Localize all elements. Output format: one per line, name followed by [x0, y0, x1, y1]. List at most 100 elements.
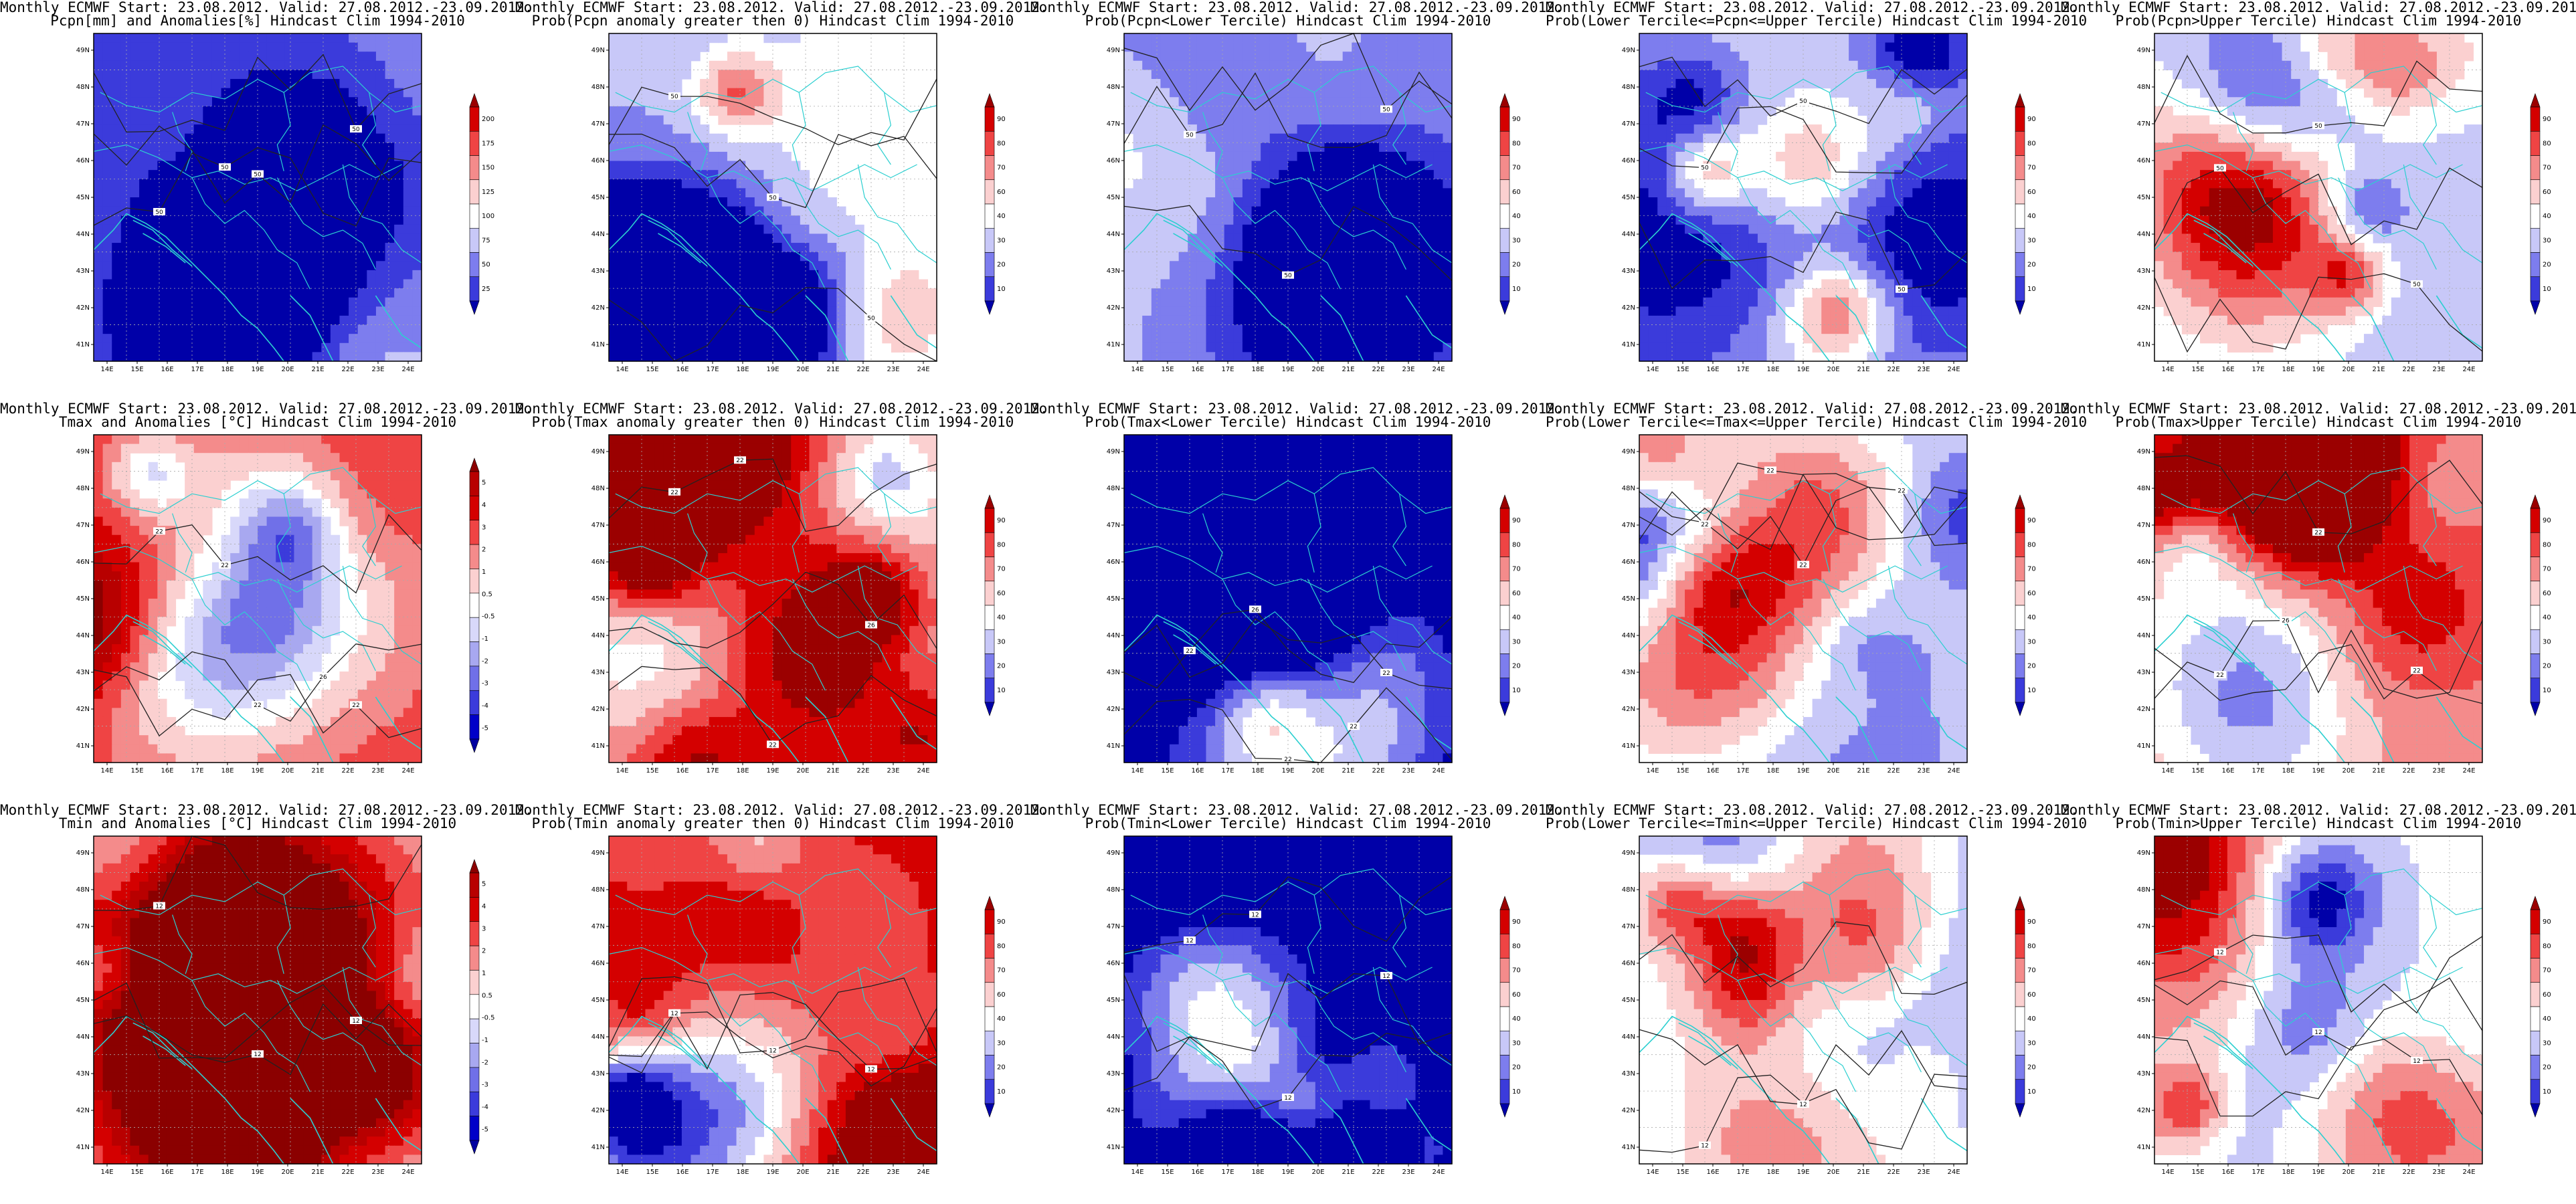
shaded-field — [1124, 836, 1453, 1165]
colorbar-segment — [1499, 179, 1510, 205]
colorbar: 5 4 3 2 1 0.5 -0.5 -1 -2 -3 -4 -5 — [469, 859, 495, 1155]
lat-tick-label: 43N — [591, 1070, 605, 1078]
lat-tick-label: 43N — [2137, 268, 2150, 275]
colorbar-label: 80 — [1512, 541, 1521, 548]
country-border — [2154, 946, 2463, 994]
lat-tick-label: 46N — [2137, 157, 2150, 165]
country-border — [1307, 895, 1321, 974]
lon-tick-label: 23E — [371, 767, 384, 775]
colorbar-segment — [984, 1006, 995, 1031]
lat-tick-label: 44N — [76, 632, 90, 639]
coastline — [658, 1035, 701, 1066]
lat-tick-label: 41N — [591, 1144, 605, 1151]
country-border — [2403, 967, 2483, 1066]
lat-tick-label: 49N — [591, 849, 605, 857]
colorbar-segment — [2530, 227, 2541, 253]
isoline — [1639, 211, 1968, 290]
panel-title-line1: Monthly ECMWF Start: 23.08.2012. Valid: … — [0, 401, 533, 417]
lon-tick-label: 14E — [100, 767, 113, 775]
shaded-field — [1639, 836, 1968, 1165]
country-border — [276, 579, 376, 672]
lon-tick-label: 16E — [161, 1169, 173, 1176]
isoline — [2154, 643, 2483, 704]
isoline-label: 22 — [1896, 486, 1908, 494]
country-border — [342, 164, 422, 264]
isoline-label: 12 — [1797, 1100, 1809, 1108]
lon-tick-label: 15E — [646, 767, 658, 775]
isoline-label: 12 — [865, 1065, 877, 1073]
map-canvas: 12 12 14E 15E 16E 17E 18E 19E 20E 21E 22E 23E 24E 49N… — [1622, 835, 2036, 1176]
lon-tick-label: 20E — [1827, 767, 1839, 775]
lon-tick-label: 20E — [281, 1169, 294, 1176]
colorbar-segment — [1499, 276, 1510, 302]
country-border — [1202, 112, 1223, 171]
lon-tick-label: 16E — [1706, 1169, 1719, 1176]
lon-tick-label: 19E — [251, 1169, 264, 1176]
isoline-label: 26 — [865, 621, 877, 629]
colorbar-segment — [2015, 106, 2025, 132]
lat-tick-label: 49N — [76, 448, 90, 456]
colorbar-segment — [469, 872, 480, 898]
lon-tick-label: 21E — [311, 366, 324, 373]
lat-tick-label: 45N — [1622, 194, 1635, 201]
colorbar-label: -0.5 — [482, 1015, 495, 1022]
lon-tick-label: 14E — [616, 1169, 628, 1176]
country-border — [707, 579, 826, 691]
coastline — [1639, 213, 1830, 362]
coastline — [2203, 233, 2247, 264]
lat-tick-label: 47N — [1107, 120, 1120, 128]
country-border — [2252, 980, 2371, 1092]
map-canvas: 50 50 50 14E 15E 16E 17E 18E 19E 20E 21E 22E 23E 24E 4… — [591, 33, 1006, 373]
lon-tick-label: 21E — [311, 1169, 324, 1176]
graticule — [2154, 836, 2482, 1164]
lat-tick-label: 41N — [1622, 742, 1635, 750]
map-canvas: 12 12 12 14E 15E 16E 17E 18E 19E 20E 21E 22E 23E 24E 4… — [2137, 835, 2551, 1176]
coastline — [1123, 1015, 1315, 1165]
colorbar-segment — [469, 252, 480, 278]
colorbar-segment — [984, 909, 995, 934]
colorbar-label: 20 — [1512, 1064, 1521, 1072]
lon-tick-label: 24E — [917, 366, 929, 373]
isoline-label: 22 — [2411, 666, 2423, 675]
lat-tick-label: 42N — [1622, 706, 1635, 713]
lon-tick-label: 14E — [616, 366, 628, 373]
panel-title-line1: Monthly ECMWF Start: 23.08.2012. Valid: … — [515, 802, 1048, 818]
colorbar-label: 40 — [997, 213, 1006, 220]
lon-tick-label: 15E — [646, 1169, 658, 1176]
colorbar-label: 40 — [2027, 614, 2036, 621]
colorbar-segment — [2015, 605, 2025, 630]
isoline-label: 26 — [2280, 616, 2292, 625]
colorbar-label: 10 — [2543, 687, 2551, 694]
coastline — [2351, 1098, 2395, 1165]
colorbar-label: 60 — [2027, 590, 2036, 597]
colorbar-label: 10 — [1512, 286, 1521, 293]
lat-tick-label: 46N — [76, 559, 90, 566]
lon-tick-label: 19E — [2312, 1169, 2324, 1176]
colorbar-label: 40 — [1512, 213, 1521, 220]
colorbar-segment — [984, 227, 995, 253]
colorbar-segment — [469, 1018, 480, 1043]
svg-text:50: 50 — [867, 316, 875, 322]
colorbar-segment — [984, 933, 995, 959]
country-border — [707, 177, 826, 290]
colorbar-label: 10 — [997, 687, 1006, 694]
coastline — [375, 295, 422, 349]
lat-tick-label: 47N — [2137, 522, 2150, 529]
lat-tick-label: 48N — [2137, 485, 2150, 492]
colorbar-label: 80 — [1512, 140, 1521, 147]
colorbar-segment — [1499, 557, 1510, 582]
panel-title-line1: Monthly ECMWF Start: 23.08.2012. Valid: … — [0, 802, 533, 818]
lon-tick-label: 23E — [1402, 366, 1414, 373]
lat-tick-label: 46N — [1107, 960, 1120, 967]
colorbar-segment — [984, 1079, 995, 1104]
isoline-label: 50 — [1380, 105, 1392, 114]
colorbar: 90 80 70 60 40 30 20 10 — [2015, 896, 2036, 1118]
lon-tick-label: 22E — [856, 1169, 869, 1176]
colorbar-label: 30 — [997, 1039, 1006, 1047]
lat-tick-label: 48N — [76, 886, 90, 894]
colorbar-label: 70 — [1512, 165, 1521, 172]
colorbar-segment — [2530, 909, 2541, 934]
colorbar-label: 5 — [482, 881, 486, 888]
lon-tick-label: 22E — [1887, 767, 1900, 775]
lat-tick-label: 45N — [76, 194, 90, 201]
